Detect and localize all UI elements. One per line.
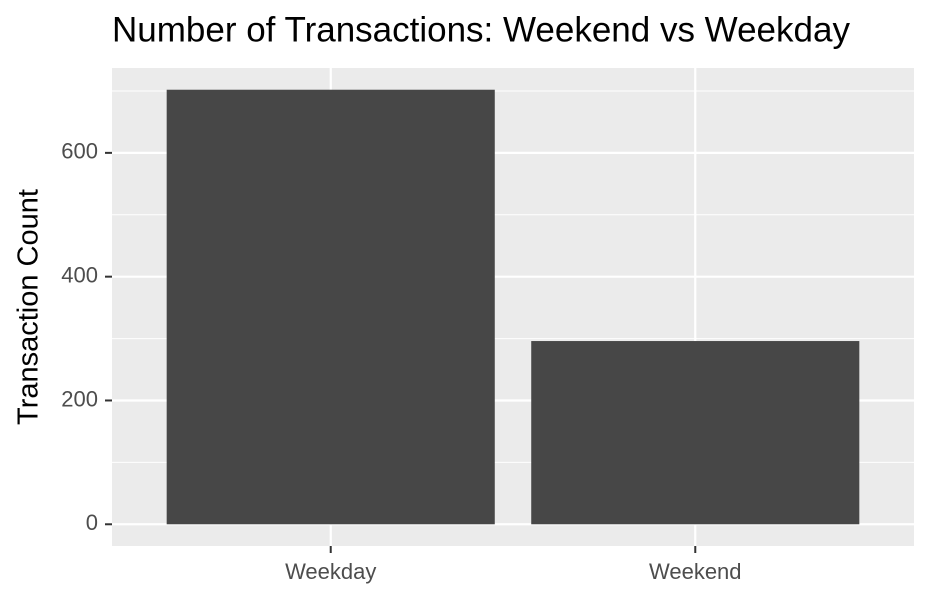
chart-title: Number of Transactions: Weekend vs Weekd… xyxy=(112,10,850,49)
y-axis-title: Transaction Count xyxy=(13,189,45,425)
y-tick-label: 400 xyxy=(61,262,98,287)
x-tick-label: Weekend xyxy=(649,559,742,584)
x-tick-label: Weekday xyxy=(285,559,376,584)
y-tick-label: 200 xyxy=(61,386,98,411)
y-tick-label: 600 xyxy=(61,139,98,164)
bar xyxy=(166,89,495,525)
y-tick-label: 0 xyxy=(86,510,98,535)
bar xyxy=(531,341,860,525)
